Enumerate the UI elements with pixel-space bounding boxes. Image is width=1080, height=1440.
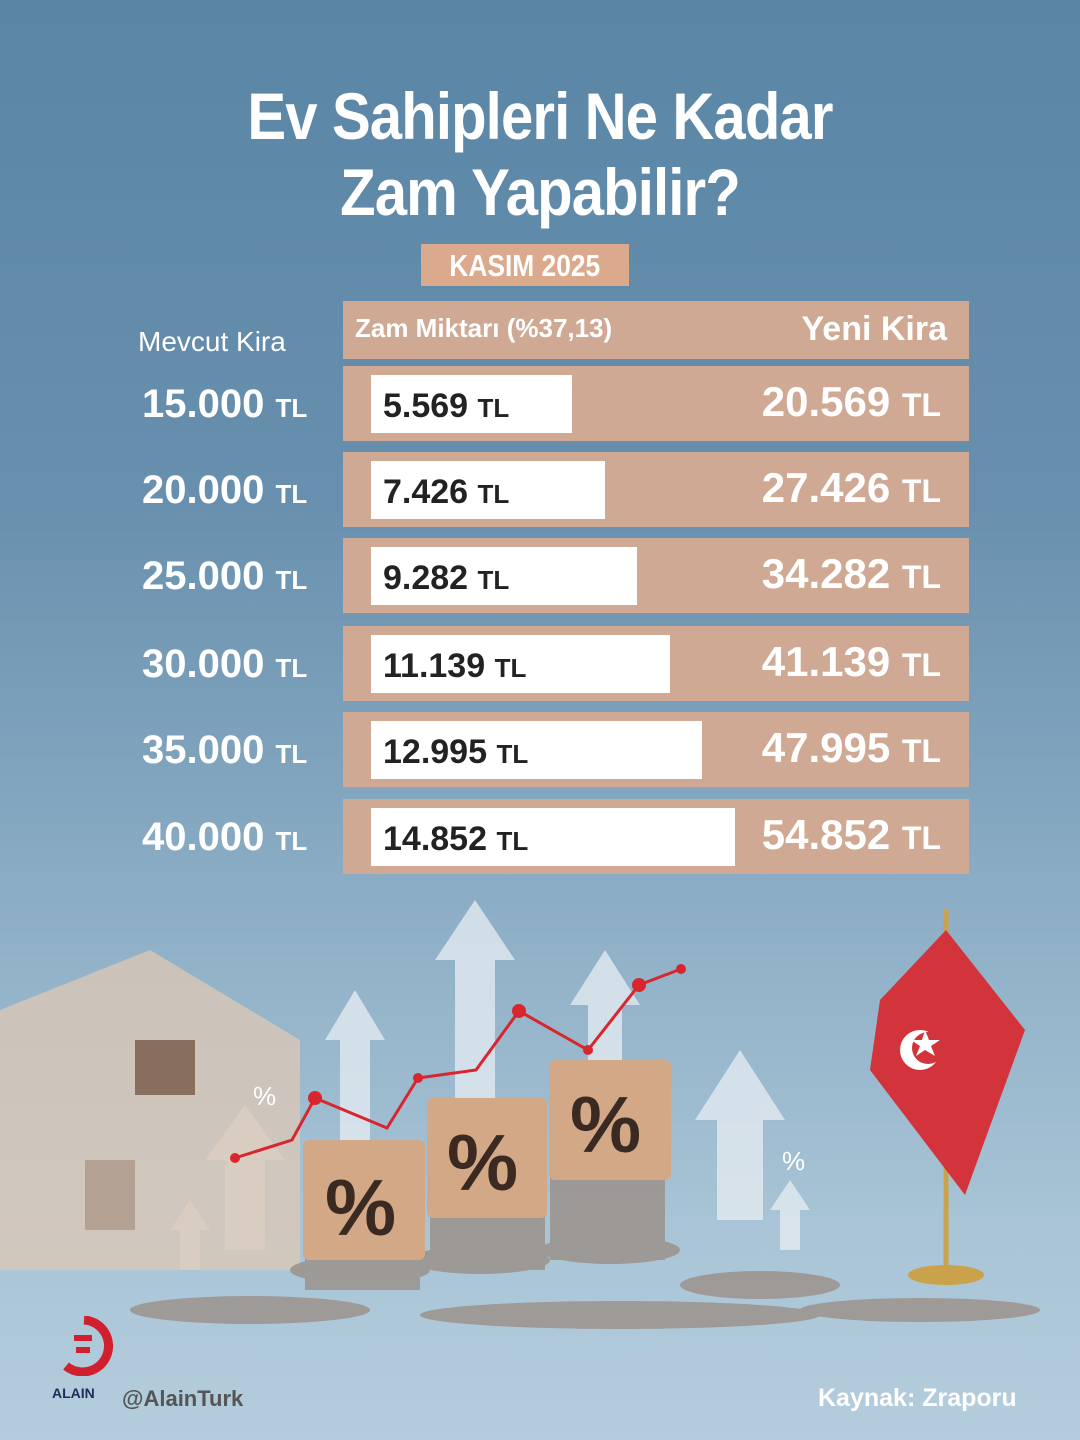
logo-text: ALAIN	[52, 1385, 95, 1401]
current-rent-header: Mevcut Kira	[138, 326, 286, 357]
unit: TL	[477, 565, 510, 595]
increase-bar: 11.139 TL	[371, 635, 670, 693]
period-text: KASIM 2025	[449, 248, 601, 283]
current-rent-value: 20.000 TL	[142, 468, 342, 513]
trend-points	[230, 964, 686, 1163]
new-amount: 54.852	[761, 811, 891, 858]
new-amount: 41.139	[761, 638, 891, 685]
social-handle: @AlainTurk	[122, 1386, 244, 1411]
table-row: 12.995 TL 47.995 TL	[343, 712, 969, 787]
current-rent-value: 15.000 TL	[142, 382, 342, 427]
new-rent-value: 54.852 TL	[762, 811, 941, 859]
svg-text:%: %	[253, 1081, 276, 1111]
current-amount: 30.000	[142, 642, 265, 686]
title-line-1: Ev Sahipleri Ne Kadar	[247, 79, 833, 153]
current-amount: 40.000	[142, 815, 265, 859]
current-amount: 15.000	[142, 382, 265, 426]
alain-logo-mark	[63, 1315, 114, 1377]
unit: TL	[275, 826, 308, 856]
new-rent-value: 41.139 TL	[762, 638, 941, 686]
unit: TL	[275, 653, 308, 683]
unit: TL	[901, 820, 941, 856]
table-row: 9.282 TL 34.282 TL	[343, 538, 969, 613]
increase-value: 11.139 TL	[383, 647, 526, 686]
increase-bar: 7.426 TL	[371, 461, 605, 519]
illustration: %%% %%	[0, 900, 1040, 1329]
increase-amount: 5.569	[383, 387, 469, 425]
increase-bar: 9.282 TL	[371, 547, 638, 605]
current-rent-value: 35.000 TL	[142, 728, 342, 773]
new-rent-value: 27.426 TL	[762, 464, 941, 512]
table-row: 5.569 TL 20.569 TL	[343, 366, 969, 441]
table-row: 11.139 TL 41.139 TL	[343, 626, 969, 701]
current-amount: 25.000	[142, 554, 265, 598]
unit: TL	[494, 653, 527, 683]
increase-value: 9.282 TL	[383, 559, 509, 598]
unit: TL	[901, 387, 941, 423]
trend-line	[234, 967, 682, 1160]
unit: TL	[275, 739, 308, 769]
increase-value: 5.569 TL	[383, 387, 509, 426]
period-badge: KASIM 2025	[421, 244, 629, 286]
unit: TL	[496, 739, 529, 769]
svg-text:%: %	[447, 1118, 518, 1207]
new-amount: 20.569	[761, 378, 891, 425]
current-rent-value: 40.000 TL	[142, 815, 342, 860]
unit: TL	[901, 473, 941, 509]
table-row: 7.426 TL 27.426 TL	[343, 452, 969, 527]
current-rent-value: 25.000 TL	[142, 554, 342, 599]
new-rent-value: 47.995 TL	[762, 724, 941, 772]
increase-amount: 14.852	[383, 820, 487, 858]
new-rent-value: 34.282 TL	[762, 550, 941, 598]
increase-bar: 14.852 TL	[371, 808, 735, 866]
increase-amount: 9.282	[383, 559, 469, 597]
svg-text:%: %	[570, 1080, 641, 1169]
turkish-flag-icon	[870, 910, 1025, 1285]
page-title: Ev Sahipleri Ne Kadar Zam Yapabilir?	[65, 78, 1015, 230]
current-amount: 35.000	[142, 728, 265, 772]
current-rent-value: 30.000 TL	[142, 642, 342, 687]
increase-amount: 12.995	[383, 733, 487, 771]
unit: TL	[496, 826, 529, 856]
unit: TL	[275, 479, 308, 509]
svg-text:%: %	[325, 1163, 396, 1252]
unit: TL	[901, 559, 941, 595]
table-header: Zam Miktarı (%37,13) Yeni Kira	[343, 301, 969, 359]
unit: TL	[901, 733, 941, 769]
unit: TL	[477, 479, 510, 509]
new-rent-header: Yeni Kira	[801, 310, 947, 348]
house-icon	[0, 950, 300, 1270]
new-amount: 34.282	[761, 550, 891, 597]
small-percent-icons: %%	[253, 1081, 805, 1176]
current-amount: 20.000	[142, 468, 265, 512]
percent-icons: %%%	[325, 1080, 641, 1252]
new-amount: 47.995	[761, 724, 891, 771]
new-amount: 27.426	[761, 464, 891, 511]
unit: TL	[275, 393, 308, 423]
percent-cubes	[303, 1060, 671, 1260]
unit: TL	[275, 565, 308, 595]
increase-bar: 12.995 TL	[371, 721, 703, 779]
increase-amount: 7.426	[383, 473, 469, 511]
source-credit: Kaynak: Zraporu	[818, 1384, 1017, 1412]
unit: TL	[901, 647, 941, 683]
increase-header: Zam Miktarı (%37,13)	[355, 313, 613, 343]
new-rent-value: 20.569 TL	[762, 378, 941, 426]
increase-value: 7.426 TL	[383, 473, 509, 512]
increase-value: 12.995 TL	[383, 733, 528, 772]
alain-logo: ALAIN	[52, 1315, 116, 1401]
unit: TL	[477, 393, 510, 423]
table-row: 14.852 TL 54.852 TL	[343, 799, 969, 874]
increase-bar: 5.569 TL	[371, 375, 573, 433]
increase-amount: 11.139	[383, 647, 486, 685]
increase-value: 14.852 TL	[383, 820, 528, 859]
title-line-2: Zam Yapabilir?	[340, 155, 741, 229]
svg-text:%: %	[782, 1146, 805, 1176]
